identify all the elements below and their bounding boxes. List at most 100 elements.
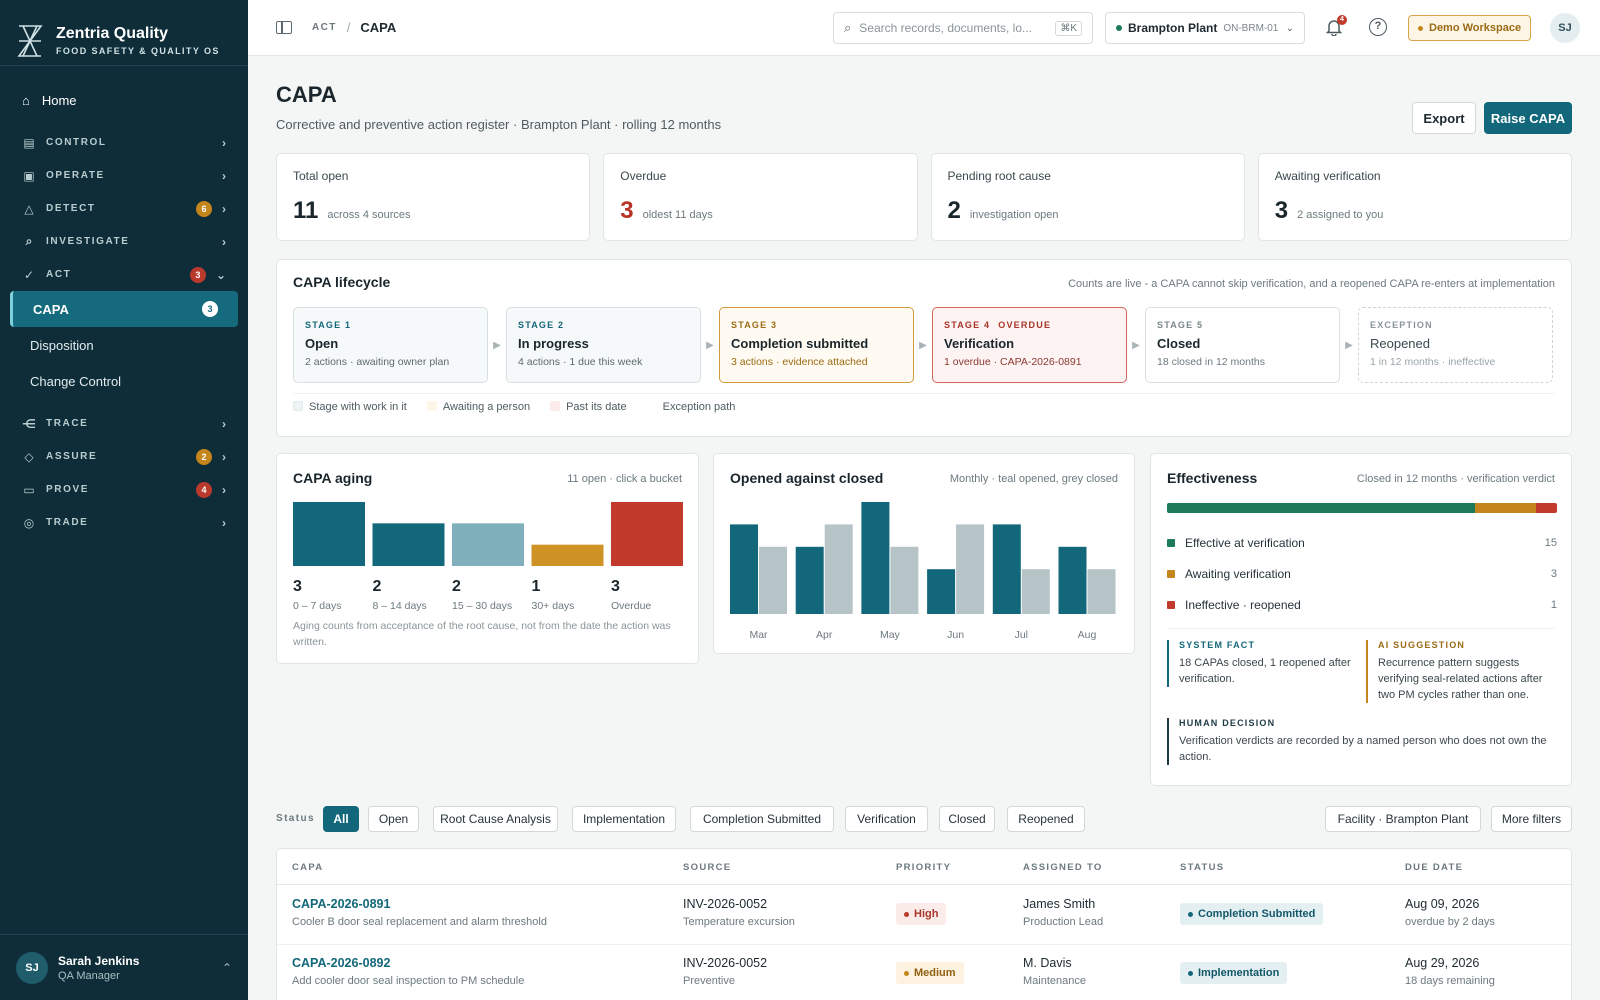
due-date: Aug 29, 2026 — [1405, 956, 1480, 970]
lifecycle-stages: STAGE 1 Open 2 actions · awaiting owner … — [293, 307, 1555, 383]
help-icon[interactable]: ? — [1369, 18, 1387, 36]
avatar[interactable]: SJ — [1550, 13, 1580, 43]
opened-closed-chart: Mar Apr May Jun Jul Aug — [730, 502, 1116, 641]
stage-in-progress[interactable]: STAGE 2 In progress 4 actions · 1 due th… — [506, 307, 701, 383]
nav-section-control[interactable]: ▤ CONTROL › — [0, 126, 248, 159]
notification-badge: 4 — [1337, 15, 1347, 25]
table-row[interactable]: CAPA-2026-0892 Add cooler door seal insp… — [277, 945, 1571, 1000]
facility-filter-button[interactable]: Facility · Brampton Plant — [1325, 806, 1481, 832]
breadcrumb-parent[interactable]: ACT — [312, 22, 337, 33]
status-badge: Completion Submitted — [1180, 903, 1324, 925]
source-cell: INV-2026-0052 Temperature excursion — [683, 897, 795, 928]
more-filters-button[interactable]: More filters — [1491, 806, 1572, 832]
filter-chip-completion-submitted[interactable]: Completion Submitted — [690, 806, 834, 832]
topbar: ACT / CAPA ⌕ Search records, documents, … — [248, 0, 1600, 56]
nav-item-label: CAPA — [33, 301, 69, 317]
nav-section-trade[interactable]: ◎ TRADE › — [0, 506, 248, 539]
effectiveness-item[interactable]: Ineffective · reopened 1 — [1167, 589, 1557, 620]
closed-bar — [1021, 569, 1050, 614]
status-dot — [904, 911, 909, 917]
chevron-right-icon: › — [222, 449, 226, 464]
user-menu[interactable]: SJ Sarah Jenkins QA Manager ⌃ — [0, 934, 248, 1000]
opened-bar — [861, 502, 890, 614]
nav-section-investigate[interactable]: ⌕ INVESTIGATE › — [0, 225, 248, 258]
aging-bar-label: 8 – 14 days — [373, 600, 427, 612]
filter-chip-implementation[interactable]: Implementation — [572, 806, 676, 832]
nav-section-assure[interactable]: ◇ ASSURE 2 › — [0, 440, 248, 473]
stage-closed[interactable]: STAGE 5 Closed 18 closed in 12 months — [1145, 307, 1340, 383]
column-header[interactable]: PRIORITY — [896, 862, 952, 873]
kpi-pending-root-cause[interactable]: Pending root cause 2 investigation open — [930, 153, 1245, 241]
filter-chip-open[interactable]: Open — [368, 806, 419, 832]
nav-section-label: INVESTIGATE — [46, 236, 130, 247]
nav-section-label: ACT — [46, 269, 72, 280]
legend-item: Exception path — [646, 401, 735, 413]
kpi-total-open[interactable]: Total open 11 across 4 sources — [276, 153, 591, 241]
effectiveness-item[interactable]: Awaiting verification 3 — [1167, 558, 1557, 589]
column-header[interactable]: DUE DATE — [1405, 862, 1464, 873]
main-nav: ⌂ Home ▤ CONTROL › ▣ OPERATE › △ DETECT … — [0, 66, 248, 539]
nav-section-trace[interactable]: ⋲ TRACE › — [0, 407, 248, 440]
stage-detail: 1 overdue · CAPA-2026-0891 — [944, 356, 1082, 368]
export-button[interactable]: Export — [1412, 102, 1476, 134]
status-dot — [1418, 25, 1423, 31]
nav-item-change-control[interactable]: Change Control — [0, 363, 248, 399]
nav-item-capa[interactable]: CAPA 3 — [10, 291, 238, 327]
count-badge: 4 — [196, 481, 212, 498]
nav-section-act[interactable]: ✓ ACT 3 ⌄ — [0, 258, 248, 291]
workspace-badge[interactable]: Demo Workspace — [1408, 15, 1532, 41]
due-note: 18 days remaining — [1405, 975, 1495, 987]
aging-bar[interactable] — [611, 502, 683, 566]
system-fact-note: SYSTEM FACT 18 CAPAs closed, 1 reopened … — [1167, 640, 1352, 687]
opened-bar — [927, 569, 956, 614]
document-icon: ▤ — [23, 135, 35, 150]
nav-home-label: Home — [41, 92, 77, 108]
sidebar-toggle-icon[interactable] — [276, 21, 292, 34]
stage-detail: 3 actions · evidence attached — [731, 356, 868, 368]
aging-chart: 3 0 – 7 days 2 8 – 14 days 2 15 – 30 days 1 30+… — [293, 502, 683, 612]
filter-chip-reopened[interactable]: Reopened — [1007, 806, 1085, 832]
filter-chip-root-cause[interactable]: Root Cause Analysis — [433, 806, 558, 832]
kpi-overdue[interactable]: Overdue 3 oldest 11 days — [603, 153, 918, 241]
nav-section-prove[interactable]: ▭ PROVE 4 › — [0, 473, 248, 506]
capa-id-link[interactable]: CAPA-2026-0892 — [292, 956, 391, 970]
nav-section-detect[interactable]: △ DETECT 6 › — [0, 192, 248, 225]
table-row[interactable]: CAPA-2026-0891 Cooler B door seal replac… — [277, 885, 1571, 945]
column-header[interactable]: ASSIGNED TO — [1023, 862, 1103, 873]
column-header[interactable]: CAPA — [292, 862, 324, 873]
filter-chip-closed[interactable]: Closed — [939, 806, 995, 832]
note-text: Verification verdicts are recorded by a … — [1179, 735, 1547, 763]
nav-item-disposition[interactable]: Disposition — [0, 327, 248, 363]
raise-capa-button[interactable]: Raise CAPA — [1484, 102, 1572, 134]
status-badge: Implementation — [1180, 962, 1288, 984]
month-tick-label: Jul — [1015, 629, 1028, 641]
assignee-name: James Smith — [1023, 897, 1096, 911]
plant-selector[interactable]: Brampton Plant ON-BRM-01 ⌄ — [1105, 12, 1305, 44]
filter-chip-all[interactable]: All — [323, 806, 359, 832]
aging-bar[interactable] — [531, 544, 604, 566]
stage-name: Reopened — [1370, 336, 1430, 351]
bell-icon[interactable]: 4 — [1325, 15, 1347, 38]
filter-chip-verification[interactable]: Verification — [845, 806, 928, 832]
effectiveness-item[interactable]: Effective at verification 15 — [1167, 527, 1557, 558]
stage-completion-submitted[interactable]: STAGE 3 Completion submitted 3 actions ·… — [719, 307, 914, 383]
nav-home[interactable]: ⌂ Home — [0, 82, 248, 118]
kpi-awaiting-verification[interactable]: Awaiting verification 3 2 assigned to you — [1257, 153, 1572, 241]
column-header[interactable]: SOURCE — [683, 862, 732, 873]
nav-section-operate[interactable]: ▣ OPERATE › — [0, 159, 248, 192]
stage-name: Verification — [944, 336, 1015, 351]
capa-id-link[interactable]: CAPA-2026-0891 — [292, 897, 391, 911]
search-input[interactable]: ⌕ Search records, documents, lo... ⌘K — [833, 12, 1093, 44]
stage-reopened[interactable]: EXCEPTION Reopened 1 in 12 months · inef… — [1358, 307, 1553, 383]
aging-bar[interactable] — [452, 523, 524, 566]
nav-item-label: Disposition — [30, 337, 94, 353]
stage-verification[interactable]: STAGE 4 OVERDUE Verification 1 overdue · … — [932, 307, 1127, 383]
legend-swatch — [1167, 569, 1175, 578]
aging-bar[interactable] — [372, 523, 445, 566]
status-label: Completion Submitted — [1198, 908, 1316, 920]
aging-bar[interactable] — [293, 502, 365, 566]
brand-logo-icon — [17, 24, 43, 57]
column-header[interactable]: STATUS — [1180, 862, 1225, 873]
stage-open[interactable]: STAGE 1 Open 2 actions · awaiting owner … — [293, 307, 488, 383]
